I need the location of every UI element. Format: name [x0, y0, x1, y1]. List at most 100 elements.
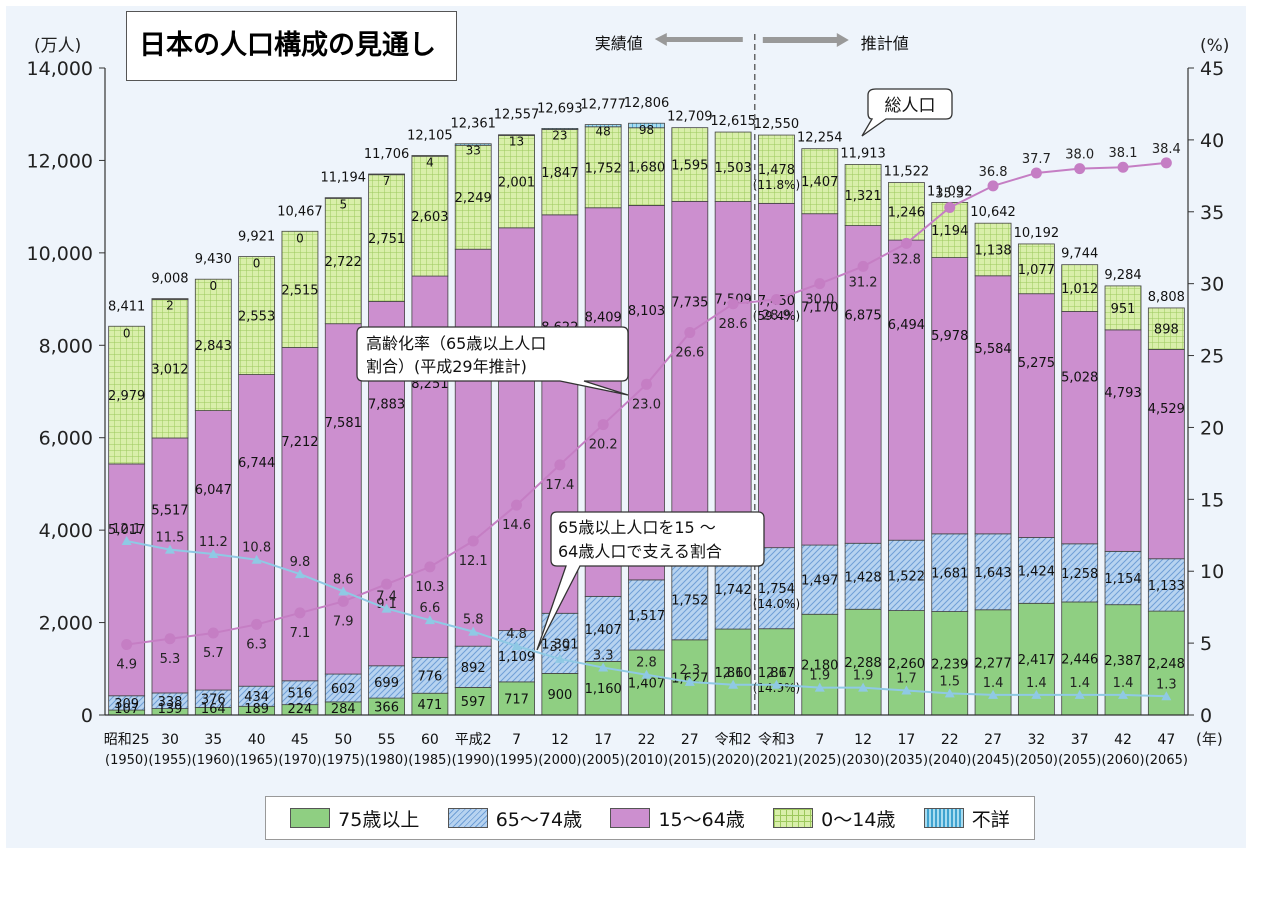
legend-swatch-75plus: [290, 808, 331, 828]
bar-segment-s15: [1061, 311, 1099, 545]
bar-segment-s75: [931, 611, 969, 716]
label-0-14: 1,478: [758, 163, 795, 178]
y2-tick-label: 30: [1200, 274, 1224, 296]
aging-rate-point: [294, 607, 306, 619]
x-tick-year: (2045): [971, 753, 1014, 768]
label-0-14: 2,843: [195, 339, 232, 354]
label-75plus: 366: [374, 701, 399, 716]
support-ratio-label: 7.4: [376, 590, 397, 605]
label-65-74: 338: [158, 695, 183, 710]
label-0-14: 1,321: [844, 189, 881, 204]
x-tick-era: 35: [204, 732, 222, 748]
label-65-74: 309: [114, 697, 139, 712]
support-ratio-label: 3.3: [593, 649, 614, 664]
bar-segment-s15: [151, 437, 189, 694]
x-axis-unit: (年): [1196, 730, 1223, 748]
label-65-74: 892: [461, 661, 486, 676]
label-75plus: 2,446: [1061, 652, 1098, 667]
label-65-74: 1,742: [715, 583, 752, 598]
label-65-74: 602: [331, 682, 356, 697]
aging-rate-point: [814, 278, 826, 290]
label-75plus: 2,180: [801, 659, 838, 674]
label-15-64: 5,275: [1018, 356, 1055, 371]
x-tick-era: 22: [638, 732, 656, 748]
support-ratio-label: 6.6: [420, 601, 441, 616]
label-15-64: 6,875: [844, 309, 881, 324]
y-tick-label: 10,000: [27, 243, 93, 265]
support-ratio-point: [208, 548, 219, 558]
support-ratio-point: [251, 554, 262, 564]
label-15-64: 6,494: [888, 318, 925, 333]
aging-rate-point: [727, 298, 739, 310]
aging-rate-label: 10.3: [415, 580, 444, 595]
label-total: 12,693: [537, 101, 583, 116]
label-0-14: 1,503: [715, 161, 752, 176]
bar-segment-unk: [411, 155, 449, 157]
support-ratio-label: 11.2: [199, 535, 228, 550]
bar-segment-s15: [974, 275, 1012, 535]
bar-segment-s65: [974, 533, 1012, 611]
label-total: 11,194: [321, 171, 367, 186]
label-total: 9,744: [1061, 247, 1098, 262]
label-65-74: 434: [244, 690, 269, 705]
label-total: 12,615: [710, 114, 756, 129]
x-tick-era: 17: [594, 732, 612, 748]
support-ratio-label: 11.5: [156, 531, 185, 546]
label-total: 9,008: [151, 272, 188, 287]
aging-rate-point: [1160, 157, 1172, 169]
bar-segment-s75: [714, 628, 752, 716]
support-ratio-label: 2.3: [679, 663, 700, 678]
bar-segment-s15: [454, 248, 492, 647]
label-65-74: 376: [201, 693, 226, 708]
support-ratio-label: 9.8: [290, 555, 311, 570]
x-tick-era: 30: [161, 732, 179, 748]
label-75plus: 2,260: [888, 657, 925, 672]
label-pct-0-14: (11.8%): [753, 178, 800, 192]
bar-segment-s0: [628, 127, 665, 206]
y2-tick-label: 20: [1200, 417, 1224, 439]
support-ratio-point: [1118, 689, 1129, 699]
legend-item-unknown: 不詳: [923, 805, 1010, 832]
y2-tick-label: 45: [1200, 58, 1224, 80]
bar-segment-s0: [1017, 243, 1055, 295]
label-75plus: 471: [417, 698, 442, 713]
callout-aging-box: [356, 326, 629, 396]
aging-rate-point: [554, 459, 566, 471]
support-ratio-point: [424, 615, 435, 625]
label-unknown: 4: [426, 156, 434, 170]
label-0-14: 1,246: [888, 205, 925, 220]
aging-rate-label: 35.3: [935, 186, 964, 201]
aging-rate-point: [1117, 161, 1129, 173]
aging-rate-point: [857, 260, 869, 272]
label-0-14: 898: [1154, 323, 1179, 338]
aging-rate-label: 20.2: [589, 438, 618, 453]
x-tick-year: (1980): [365, 753, 408, 768]
x-tick-era: 47: [1157, 732, 1175, 748]
label-unknown: 0: [209, 279, 217, 293]
support-ratio-label: 1.9: [809, 669, 830, 684]
aging-rate-point: [987, 180, 999, 192]
bar-segment-s65: [628, 579, 665, 651]
label-unknown: 7: [383, 174, 391, 188]
label-0-14: 2,603: [411, 210, 448, 225]
x-tick-year: (1970): [278, 753, 321, 768]
label-75plus: 2,417: [1018, 653, 1055, 668]
label-total: 8,411: [108, 299, 145, 314]
x-tick-era: 27: [681, 732, 699, 748]
bar-segment-s0: [541, 129, 579, 216]
bar-segment-unk: [628, 122, 665, 129]
bar-segment-s0: [888, 182, 925, 241]
x-tick-era: 7: [512, 732, 521, 748]
support-ratio-label: 1.4: [983, 676, 1004, 691]
y-tick-label: 6,000: [39, 428, 93, 450]
label-0-14: 1,847: [541, 166, 578, 181]
label-total: 9,284: [1104, 268, 1141, 283]
label-15-64: 7,883: [368, 397, 405, 412]
x-tick-era: 32: [1027, 732, 1045, 748]
aging-rate-label: 38.4: [1152, 142, 1181, 157]
label-75plus: 2,288: [844, 656, 881, 671]
bar-segment-s0: [281, 230, 319, 348]
aging-rate-point: [770, 293, 782, 305]
support-ratio-label: 1.4: [1069, 676, 1090, 691]
x-tick-era: 45: [291, 732, 309, 748]
